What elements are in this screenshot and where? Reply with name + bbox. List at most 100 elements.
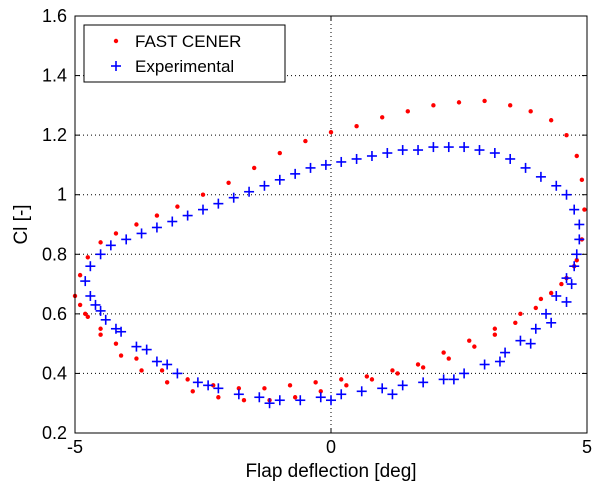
experimental-point [131, 341, 142, 352]
fast-cener-point [559, 281, 564, 287]
fast-cener-point [164, 380, 170, 385]
experimental-point [489, 148, 500, 159]
experimental-point [505, 153, 516, 164]
fast-cener-point [339, 377, 344, 382]
experimental-point [569, 204, 580, 215]
y-tick-label: 0.6 [42, 304, 67, 324]
experimental-point [377, 383, 388, 394]
experimental-point [459, 368, 470, 379]
experimental-point [356, 386, 367, 397]
fast-cener-point [467, 338, 472, 343]
experimental-point [500, 347, 511, 358]
fast-cener-point [508, 103, 513, 108]
experimental-point [397, 145, 408, 156]
fast-cener-point [139, 368, 144, 373]
experimental-point [167, 216, 178, 227]
experimental-point [90, 299, 101, 310]
y-tick-label: 1.2 [42, 125, 67, 145]
fast-cener-point [492, 332, 498, 337]
experimental-point [233, 389, 244, 400]
experimental-point [479, 359, 490, 370]
legend-box [83, 24, 286, 83]
series-experimental [80, 142, 585, 409]
fast-cener-point [446, 356, 451, 361]
fast-cener-point [252, 165, 257, 171]
experimental-point [551, 290, 562, 301]
fast-cener-point [318, 389, 323, 394]
fast-cener-point [380, 115, 385, 120]
fast-cener-point [241, 398, 247, 403]
experimental-point [566, 279, 577, 290]
fast-cener-point [85, 255, 91, 260]
fast-cener-point [83, 311, 88, 317]
axis-ticks: -5 0 5 0.2 0.4 0.6 0.8 1 1.2 1.4 1.6 [42, 6, 592, 457]
fast-cener-point [482, 98, 487, 104]
experimental-point [305, 162, 316, 173]
fast-cener-point [354, 124, 359, 129]
experimental-point [366, 150, 377, 161]
experimental-point [561, 296, 572, 307]
y-tick-label: 1 [57, 185, 67, 205]
fast-cener-point [369, 377, 375, 382]
fast-cener-point [98, 240, 103, 245]
fast-cener-point [395, 371, 400, 376]
fast-cener-point [415, 362, 421, 367]
fast-cener-point [292, 395, 298, 400]
fast-cener-point [85, 314, 91, 320]
experimental-point [561, 273, 572, 284]
fast-cener-point [211, 383, 216, 388]
data-series-layer [72, 98, 587, 409]
experimental-point [213, 383, 224, 394]
fast-cener-point [98, 332, 103, 337]
x-tick-label: 5 [582, 437, 592, 457]
experimental-point [172, 368, 183, 379]
experimental-point [515, 335, 526, 346]
fast-cener-point [513, 320, 518, 325]
fast-cener-point [472, 344, 477, 349]
experimental-point [151, 222, 162, 233]
experimental-point [326, 395, 336, 406]
experimental-point [192, 377, 203, 388]
experimental-point [541, 308, 552, 319]
fast-cener-point [134, 356, 139, 361]
fast-cener-point [200, 192, 206, 197]
experimental-point [315, 392, 326, 403]
y-tick-label: 1.6 [42, 6, 67, 26]
x-tick-label: -5 [67, 437, 83, 457]
experimental-point [95, 305, 106, 316]
fast-cener-point [405, 109, 410, 114]
legend-marker-symbol [111, 61, 121, 71]
experimental-point [198, 204, 208, 215]
fast-cener-point [548, 118, 554, 123]
fast-cener-point [582, 207, 587, 212]
grid-lines [75, 16, 587, 433]
experimental-point [274, 395, 285, 406]
experimental-point [525, 338, 536, 349]
experimental-point [448, 374, 459, 385]
experimental-point [546, 317, 557, 328]
fast-cener-point [441, 350, 446, 355]
fast-cener-point [574, 258, 579, 263]
experimental-point [203, 380, 214, 391]
y-tick-label: 0.4 [42, 363, 67, 383]
fast-cener-point [574, 153, 579, 159]
fast-cener-point [538, 296, 544, 302]
experimental-point [105, 240, 116, 251]
fast-cener-point [528, 109, 533, 114]
experimental-point [228, 192, 239, 203]
fast-cener-point [216, 395, 221, 400]
fast-cener-point [579, 177, 585, 183]
experimental-point [428, 142, 439, 153]
fast-cener-point [175, 204, 180, 209]
fast-cener-point [190, 389, 195, 394]
fast-cener-point [420, 365, 426, 370]
fast-cener-point [548, 290, 554, 296]
x-axis-label: Flap deflection [deg] [245, 461, 416, 482]
experimental-point [116, 326, 127, 337]
experimental-point [397, 380, 408, 391]
experimental-point [494, 356, 505, 367]
legend-marker-experimental [111, 61, 121, 71]
experimental-point [382, 148, 393, 159]
fast-cener-point [564, 132, 569, 138]
